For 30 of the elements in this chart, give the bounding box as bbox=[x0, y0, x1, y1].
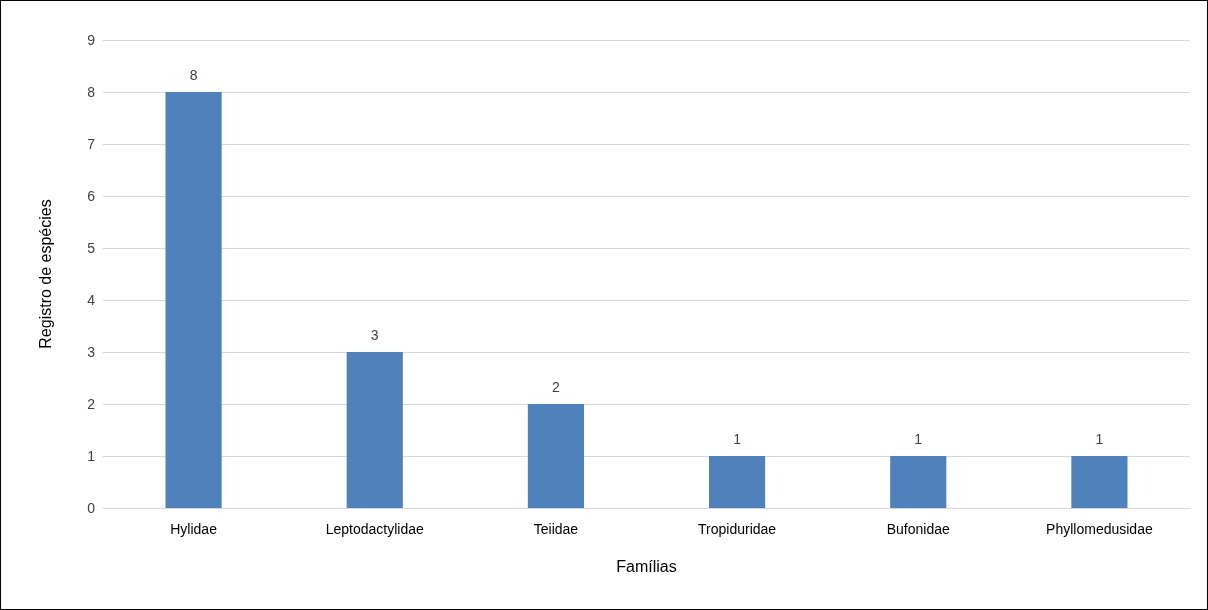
data-label: 1 bbox=[733, 431, 742, 447]
x-tick-label: Hylidae bbox=[170, 521, 218, 537]
bar bbox=[527, 404, 584, 508]
y-tick-label: 6 bbox=[87, 188, 96, 204]
bar bbox=[346, 352, 403, 508]
data-label: 1 bbox=[914, 431, 923, 447]
data-label: 1 bbox=[1095, 431, 1104, 447]
y-tick-label: 2 bbox=[87, 396, 96, 412]
y-tick-label: 0 bbox=[87, 500, 96, 516]
data-label: 8 bbox=[189, 67, 198, 83]
data-label: 3 bbox=[370, 327, 379, 343]
y-tick-label: 5 bbox=[87, 240, 96, 256]
x-tick-label: Leptodactylidae bbox=[325, 521, 424, 537]
y-tick-label: 8 bbox=[87, 84, 96, 100]
y-tick-label: 7 bbox=[87, 136, 96, 152]
x-tick-label: Phyllomedusidae bbox=[1046, 521, 1153, 537]
x-tick-label: Teiidae bbox=[533, 521, 579, 537]
bar bbox=[165, 92, 222, 508]
x-tick-label: Tropiduridae bbox=[698, 521, 777, 537]
x-tick-label: Bufonidae bbox=[886, 521, 950, 537]
y-tick-label: 4 bbox=[87, 292, 96, 308]
y-tick-label: 1 bbox=[87, 448, 96, 464]
data-label: 2 bbox=[552, 379, 561, 395]
bar bbox=[1071, 456, 1128, 508]
x-axis-title: Famílias bbox=[616, 557, 677, 575]
y-axis-title: Registro de espécies bbox=[36, 199, 54, 349]
y-tick-label: 3 bbox=[87, 344, 96, 360]
bar bbox=[890, 456, 947, 508]
bar bbox=[709, 456, 766, 508]
y-tick-label: 9 bbox=[87, 32, 96, 48]
